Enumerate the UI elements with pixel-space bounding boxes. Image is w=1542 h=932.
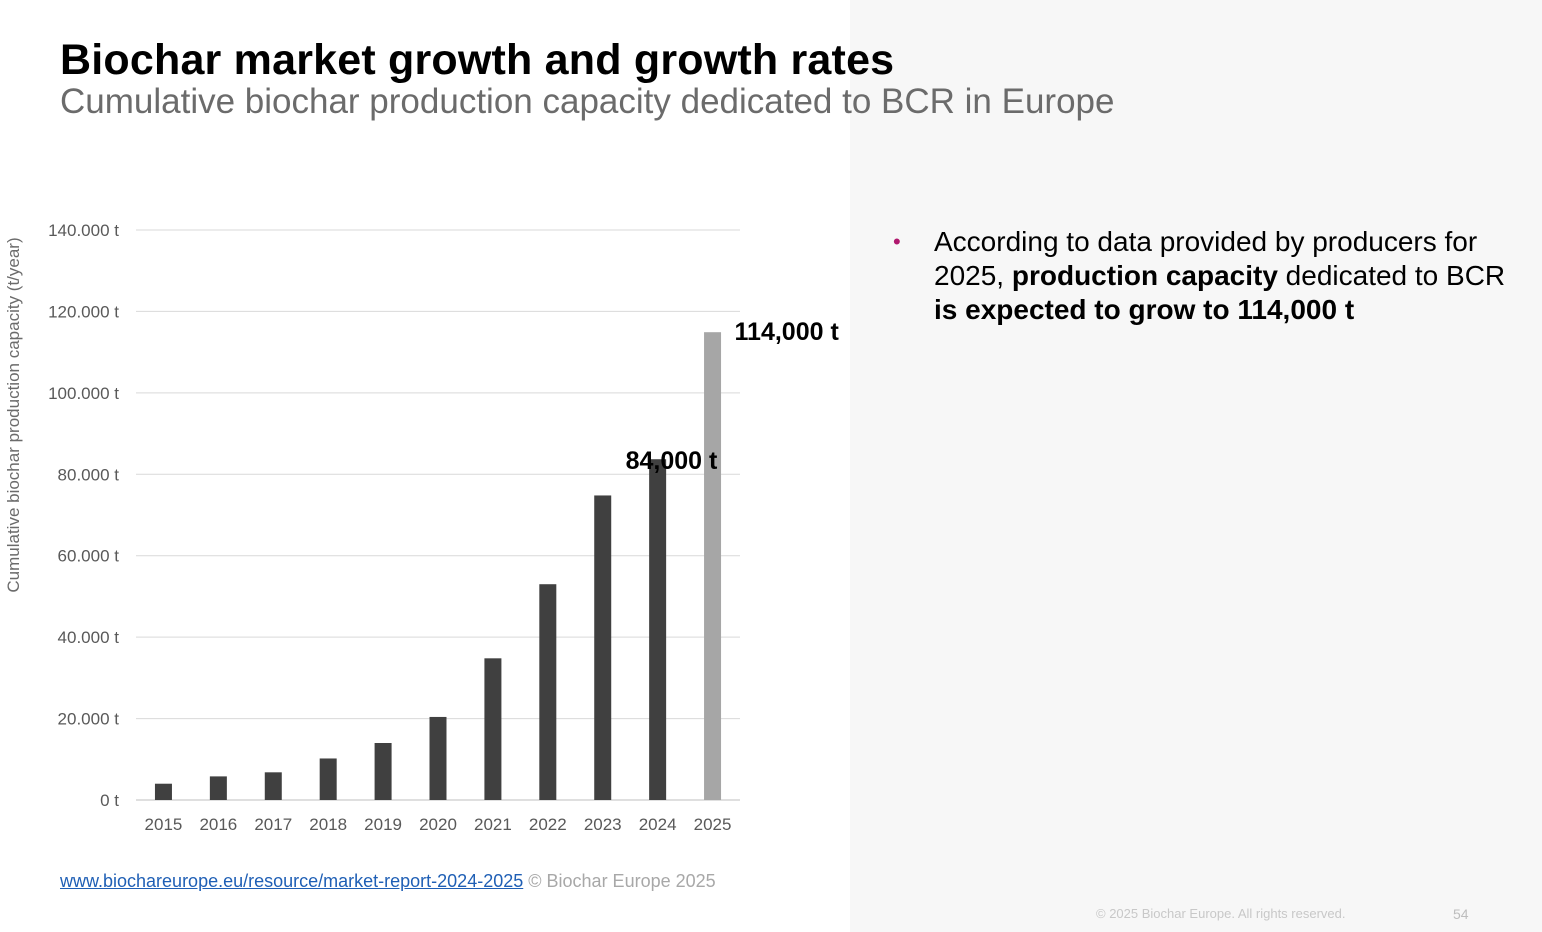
x-tick-label: 2019 — [364, 815, 402, 834]
source-copyright: © Biochar Europe 2025 — [528, 871, 716, 891]
x-tick-label: 2022 — [529, 815, 567, 834]
data-label-2025: 114,000 t — [735, 318, 840, 346]
page-number: 54 — [1453, 906, 1469, 922]
x-tick-label: 2015 — [145, 815, 183, 834]
key-finding-bullet: • According to data provided by producer… — [893, 225, 1513, 327]
source-link[interactable]: www.biochareurope.eu/resource/market-rep… — [60, 871, 524, 891]
bullet-text-part: According to data provided by producers … — [934, 226, 1478, 291]
y-tick-label: 40.000 t — [58, 628, 120, 647]
slide-subtitle: Cumulative biochar production capacity d… — [60, 82, 1115, 121]
y-tick-label: 0 t — [100, 791, 119, 810]
bar-2025 — [704, 332, 722, 800]
bar-2018 — [319, 758, 337, 800]
slide-title: Biochar market growth and growth rates — [60, 36, 895, 84]
bar-2015 — [154, 783, 172, 800]
bullet-bold-part: is expected to grow to 114,000 t — [934, 294, 1355, 325]
y-tick-label: 100.000 t — [48, 384, 119, 403]
x-tick-label: 2020 — [419, 815, 457, 834]
y-tick-label: 60.000 t — [58, 547, 120, 566]
bar-2022 — [539, 584, 557, 800]
x-tick-label: 2023 — [584, 815, 622, 834]
bar-2017 — [264, 772, 282, 800]
bar-2016 — [209, 776, 227, 800]
y-tick-label: 80.000 t — [58, 465, 120, 484]
bullet-bold-part: production capacity — [1011, 260, 1278, 291]
bar-2019 — [374, 743, 392, 800]
bars — [154, 332, 722, 800]
bullet-text: According to data provided by producers … — [934, 225, 1513, 327]
x-tick-label: 2017 — [254, 815, 292, 834]
y-axis-label: Cumulative biochar production capacity (… — [4, 237, 23, 592]
y-tick-label: 20.000 t — [58, 710, 120, 729]
x-tick-label: 2021 — [474, 815, 512, 834]
source-line: www.biochareurope.eu/resource/market-rep… — [60, 871, 716, 892]
x-tick-label: 2025 — [694, 815, 732, 834]
footer-copyright: © 2025 Biochar Europe. All rights reserv… — [1096, 906, 1346, 921]
bar-chart: 0 t 20.000 t 40.000 t 60.000 t 80.000 t 100.0… — [4, 221, 840, 834]
x-tick-label: 2024 — [639, 815, 677, 834]
data-label-2024: 84,000 t — [626, 447, 718, 475]
bar-2024 — [649, 459, 667, 800]
gridlines — [136, 229, 740, 801]
x-tick-label: 2016 — [199, 815, 237, 834]
annotations: 84,000 t 114,000 t — [626, 318, 840, 475]
y-tick-label: 120.000 t — [48, 302, 119, 321]
bullet-text-part: dedicated to BCR — [1277, 260, 1506, 291]
x-tick-labels: 2015 2016 2017 2018 2019 2020 2021 2022 2023 2024… — [145, 815, 732, 834]
bar-2021 — [484, 658, 502, 800]
bullet-dot-icon: • — [893, 229, 901, 254]
bar-2020 — [429, 716, 447, 800]
y-tick-label: 140.000 t — [48, 221, 119, 240]
x-tick-label: 2018 — [309, 815, 347, 834]
bar-2023 — [594, 495, 612, 800]
right-panel — [850, 0, 1542, 932]
y-tick-labels: 0 t 20.000 t 40.000 t 60.000 t 80.000 t 100.0… — [48, 221, 119, 810]
